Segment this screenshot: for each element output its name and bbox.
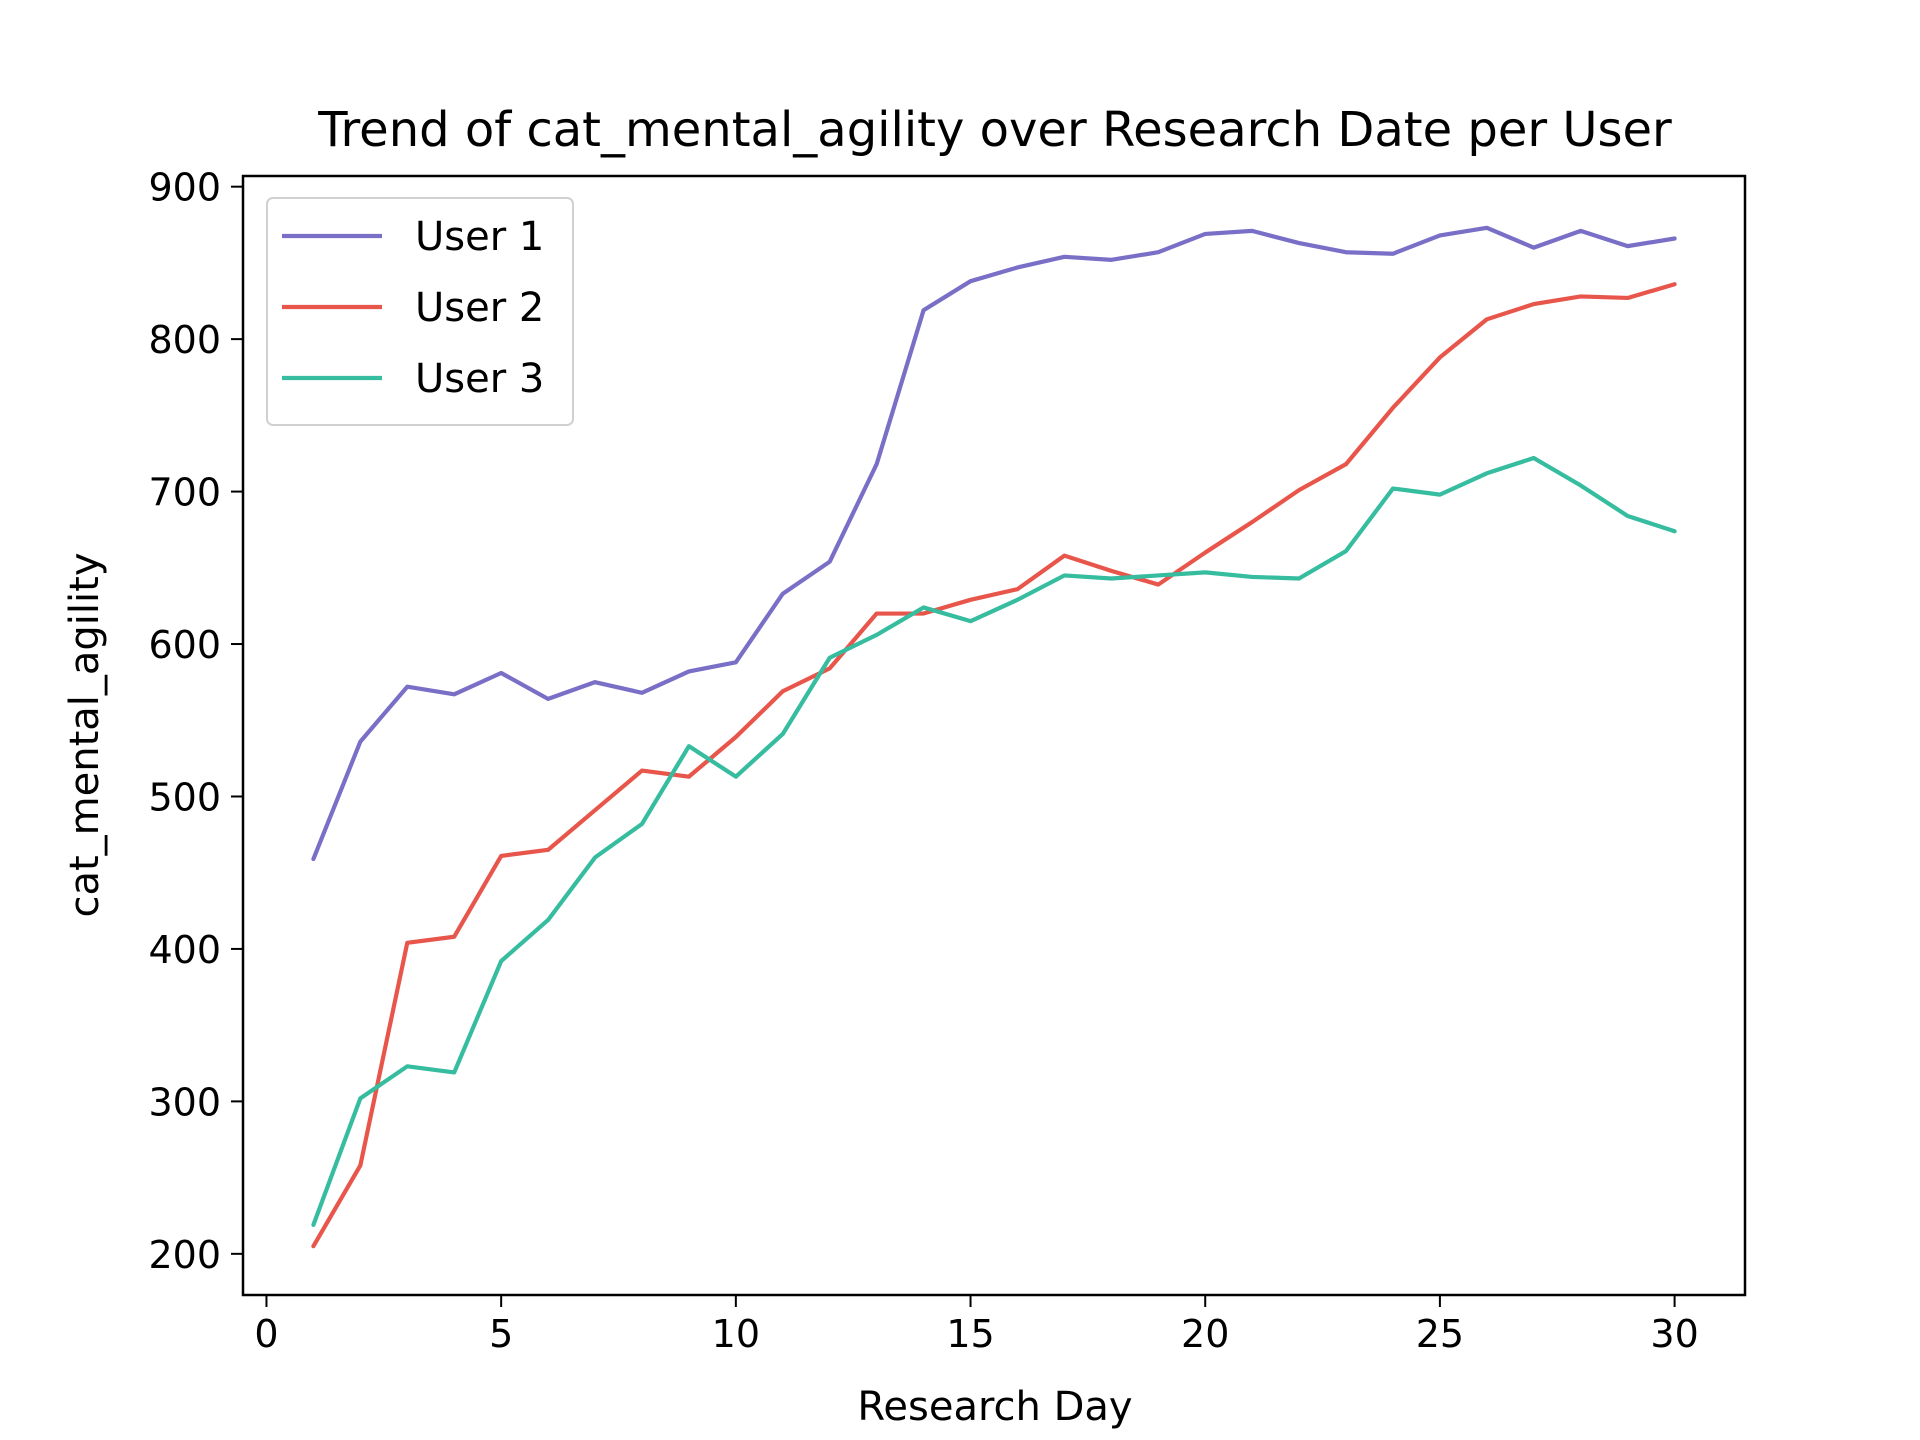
x-tick-label: 10 [712, 1312, 760, 1356]
x-tick-label: 15 [946, 1312, 994, 1356]
y-tick-label: 600 [148, 623, 221, 667]
legend-label-user-1: User 1 [415, 214, 544, 260]
y-tick-label: 900 [148, 166, 221, 210]
y-tick-label: 400 [148, 928, 221, 972]
legend: User 1 User 2 User 3 [266, 197, 574, 426]
y-axis-title: cat_mental_agility [62, 552, 108, 917]
y-tick-label: 500 [148, 775, 221, 819]
y-tick-label: 300 [148, 1080, 221, 1124]
legend-box [266, 197, 574, 426]
legend-label-user-3: User 3 [415, 356, 544, 402]
series-line-user-3 [311, 455, 1677, 1227]
x-tick-label: 0 [254, 1312, 278, 1356]
x-tick-label: 20 [1181, 1312, 1229, 1356]
y-tick-label: 700 [148, 471, 221, 515]
x-tick-label: 25 [1416, 1312, 1464, 1356]
x-axis-title: Research Day [857, 1384, 1132, 1430]
series-line-user-1 [311, 225, 1677, 862]
x-tick-label: 30 [1650, 1312, 1698, 1356]
x-tick-label: 5 [489, 1312, 513, 1356]
y-tick-label: 200 [148, 1233, 221, 1277]
y-tick-label: 800 [148, 318, 221, 362]
legend-label-user-2: User 2 [415, 285, 544, 331]
chart-title: Trend of cat_mental_agility over Researc… [317, 102, 1672, 158]
series-line-user-2 [311, 282, 1677, 1249]
